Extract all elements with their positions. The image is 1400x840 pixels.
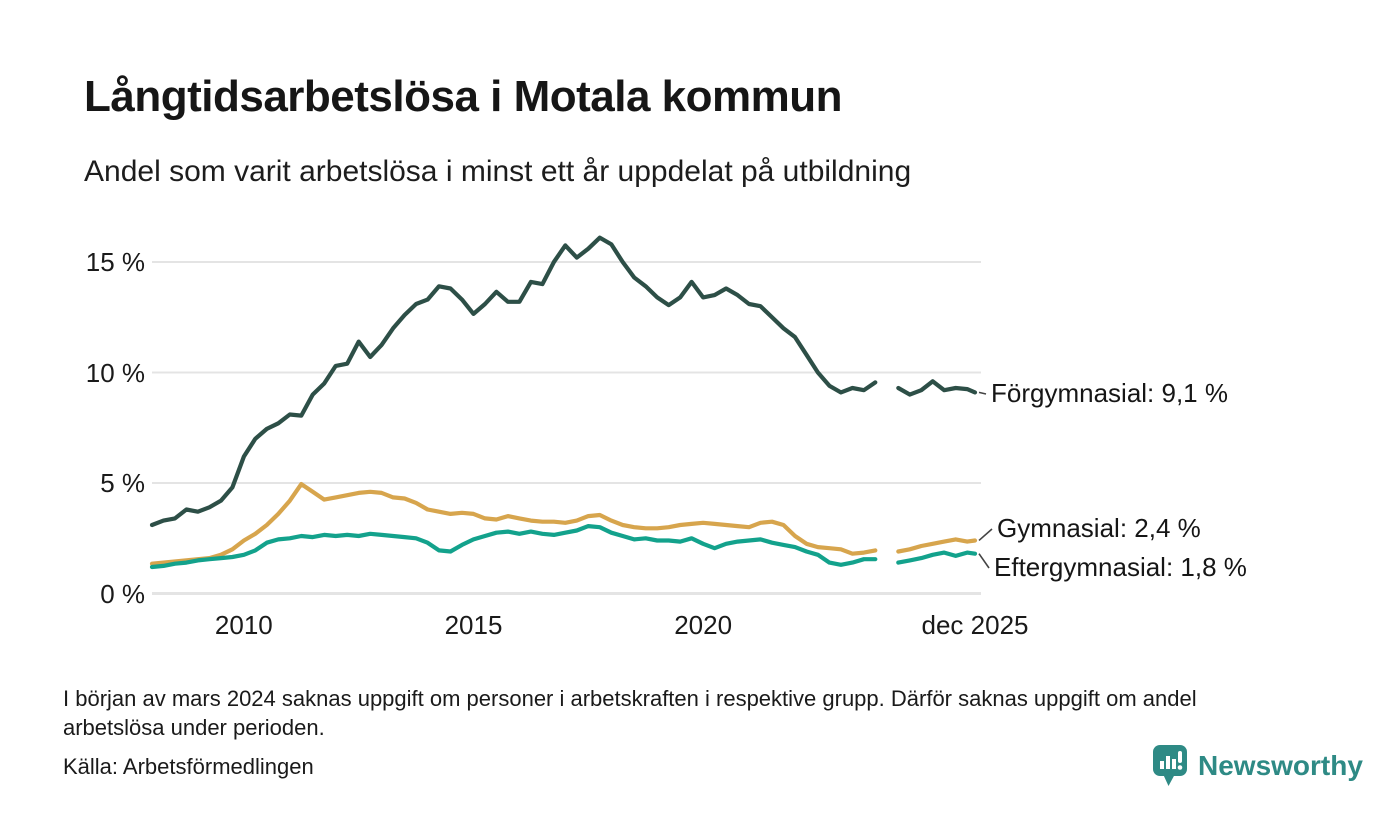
x-axis-label: 2015 — [444, 610, 503, 640]
label-connector-förgymnasial — [978, 391, 987, 395]
x-axis-label: 2010 — [214, 610, 273, 640]
y-axis-label-5: 5 % — [100, 468, 145, 498]
y-axis-label-10: 10 % — [85, 357, 145, 388]
source-note: Källa: Arbetsförmedlingen — [63, 754, 314, 779]
x-axis-label: dec 2025 — [921, 610, 1029, 640]
y-axis-label-15: 15 % — [85, 247, 145, 277]
x-axis-label: 2020 — [674, 610, 733, 640]
series-line-förgymnasial — [149, 235, 978, 528]
label-connector-gymnasial — [978, 528, 993, 542]
label-connector-eftergymnasial — [978, 553, 990, 569]
series-label-gymnasial: Gymnasial: 2,4 % — [997, 513, 1201, 543]
series-line-gymnasial — [149, 482, 978, 566]
newsworthy-logo-text: Newsworthy — [1198, 750, 1363, 781]
footnote: I början av mars 2024 saknas uppgift om … — [63, 686, 1197, 741]
series-label-forgymnasial: Förgymnasial: 9,1 % — [991, 378, 1228, 408]
series-label-eftergymnasial: Eftergymnasial: 1,8 % — [994, 552, 1247, 582]
chart-subtitle: Andel som varit arbetslösa i minst ett å… — [84, 155, 912, 188]
newsworthy-logo: Newsworthy — [1152, 744, 1363, 788]
series-line-eftergymnasial — [149, 524, 978, 570]
chart-title: Långtidsarbetslösa i Motala kommun — [84, 72, 843, 121]
newsworthy-logo-icon — [1153, 745, 1187, 786]
y-axis-label-0: 0 % — [100, 578, 145, 609]
